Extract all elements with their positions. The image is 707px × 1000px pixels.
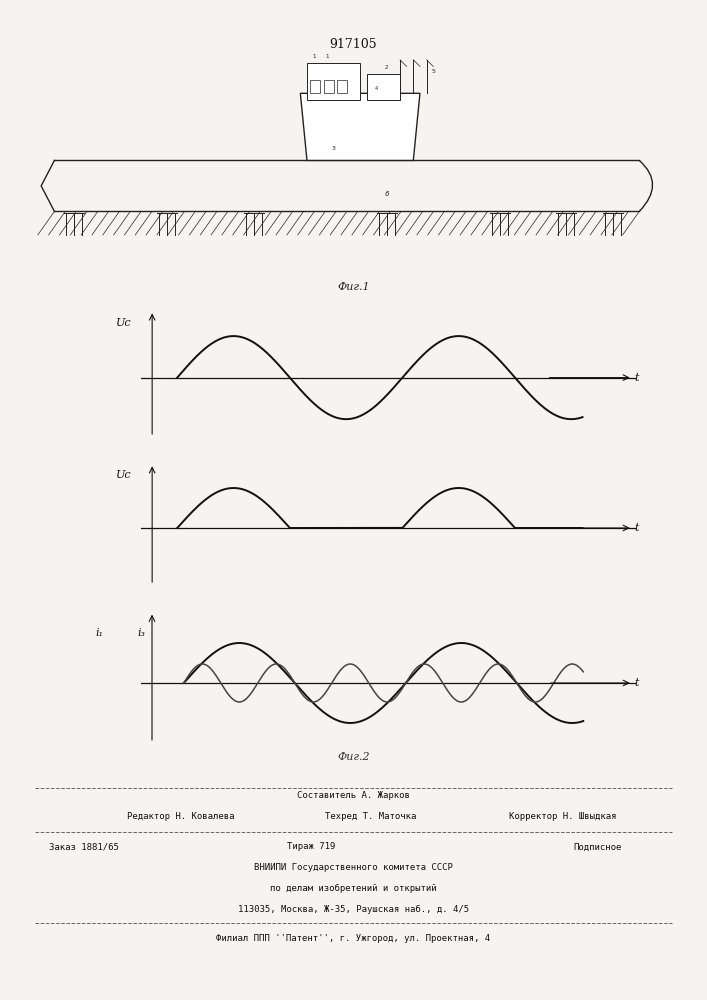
Text: t: t [634, 523, 639, 533]
Bar [337, 80, 347, 93]
Text: Редактор Н. Ковалева: Редактор Н. Ковалева [127, 812, 235, 821]
Polygon shape [300, 93, 420, 160]
Text: Заказ 1881/65: Заказ 1881/65 [49, 842, 119, 851]
Text: 4: 4 [375, 86, 378, 91]
Text: t: t [634, 373, 639, 383]
Text: Техред Т. Маточка: Техред Т. Маточка [325, 812, 416, 821]
Text: 2: 2 [385, 65, 388, 70]
Text: 113035, Москва, Ж-35, Раушская наб., д. 4/5: 113035, Москва, Ж-35, Раушская наб., д. … [238, 905, 469, 914]
Bar [324, 80, 334, 93]
Bar [310, 80, 320, 93]
Bar [307, 63, 360, 100]
Text: Составитель А. Жарков: Составитель А. Жарков [297, 791, 410, 800]
Text: Фиг.1: Фиг.1 [337, 282, 370, 292]
Text: i₃: i₃ [137, 628, 146, 638]
Text: i₁: i₁ [95, 628, 103, 638]
Text: Uc: Uc [116, 318, 132, 328]
Text: по делам изобретений и открытий: по делам изобретений и открытий [270, 884, 437, 893]
Text: Фиг.2: Фиг.2 [337, 752, 370, 762]
Text: t: t [635, 678, 639, 688]
Text: ВНИИПИ Государственного комитета СССР: ВНИИПИ Государственного комитета СССР [254, 863, 453, 872]
Text: Тираж 719: Тираж 719 [287, 842, 335, 851]
Text: 917105: 917105 [329, 38, 378, 51]
Text: 5: 5 [431, 69, 436, 74]
Text: 1: 1 [312, 54, 315, 59]
Text: Uc: Uc [116, 470, 132, 480]
Text: Корректор Н. Швыдкая: Корректор Н. Швыдкая [509, 812, 617, 821]
Text: 6: 6 [385, 191, 389, 197]
Text: 1: 1 [325, 54, 329, 59]
Bar [367, 74, 400, 100]
Text: Подписное: Подписное [574, 842, 622, 851]
Text: Филиал ППП ''Патент'', г. Ужгород, ул. Проектная, 4: Филиал ППП ''Патент'', г. Ужгород, ул. П… [216, 934, 491, 943]
Text: 3: 3 [332, 146, 336, 151]
